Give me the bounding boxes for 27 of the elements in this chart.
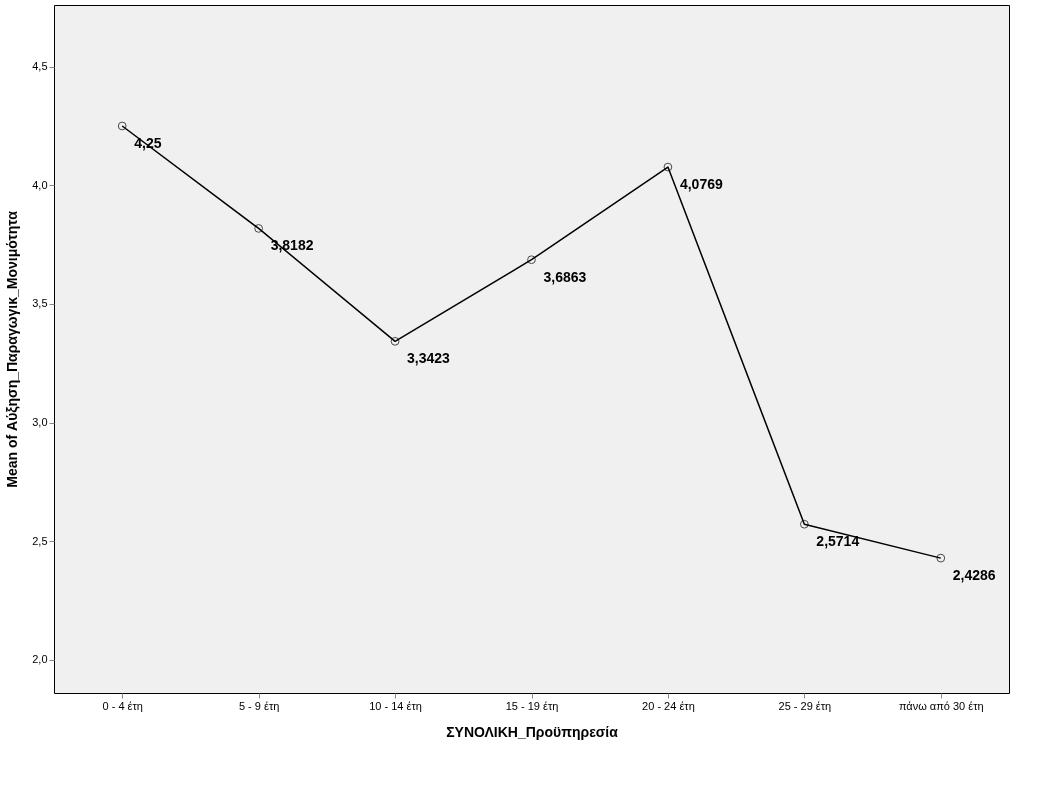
x-tick-label: 0 - 4 έτη: [102, 699, 143, 712]
y-tick-label: 3,0: [32, 416, 48, 429]
y-tick-label: 4,0: [32, 178, 48, 191]
point: [390, 336, 400, 346]
point: [117, 121, 127, 131]
y-axis-title: Mean of Αύξηση_Παραγωγικ_Μονιμότητα: [4, 210, 21, 488]
data-label: 4,0769: [679, 176, 723, 193]
y-tick-label: 4,5: [32, 60, 48, 73]
x-tick-label: πάνω από 30 έτη: [898, 699, 984, 712]
y-tick-label: 2,5: [32, 534, 48, 547]
y-tick-label: 2,0: [32, 653, 48, 666]
x-axis-title: ΣΥΝΟΛΙΚΗ_Προϋπηρεσία: [446, 723, 619, 740]
x-tick-label: 25 - 29 έτη: [778, 699, 832, 712]
point: [254, 224, 264, 233]
x-tick-label: 10 - 14 έτη: [369, 699, 422, 712]
point: [527, 255, 536, 265]
y-tick-label: 3,5: [32, 297, 48, 310]
x-tick-label: 20 - 24 έτη: [642, 699, 695, 712]
data-label: 2,4286: [952, 567, 996, 584]
data-label: 2,5714: [816, 533, 860, 550]
point: [936, 553, 946, 563]
x-tick-label: 5 - 9 έτη: [238, 699, 280, 712]
data-label: 3,6863: [543, 268, 587, 285]
x-tick-label: 15 - 19 έτη: [505, 699, 559, 712]
data-label: 3,3423: [407, 350, 451, 367]
point: [799, 519, 809, 529]
point: [663, 162, 673, 172]
